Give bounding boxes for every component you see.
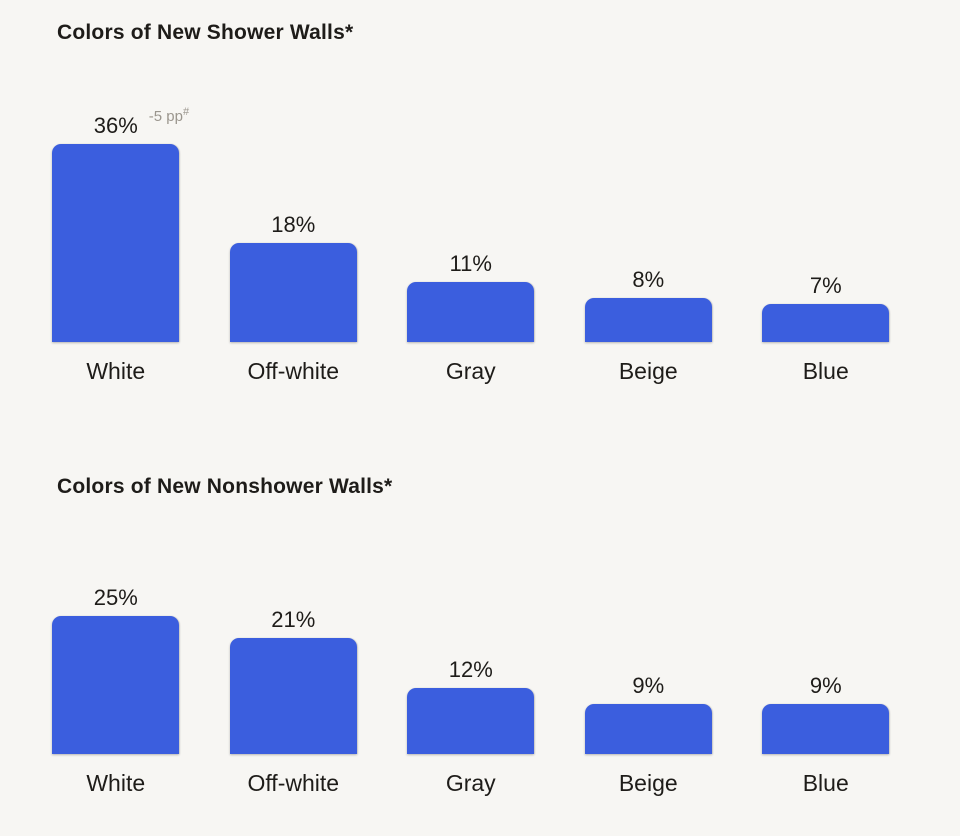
bar: [584, 298, 712, 342]
bar-column: 9% Beige: [560, 672, 738, 797]
value-label: 9%: [809, 673, 842, 698]
category-label: Beige: [618, 358, 678, 384]
bar-column: 25% White: [27, 584, 205, 797]
category-label: Gray: [445, 769, 496, 796]
category-label: Off-white: [247, 358, 340, 384]
category-label: Blue: [802, 769, 849, 796]
value-label: 7%: [809, 272, 842, 298]
bar: [52, 616, 180, 754]
value-label: 36% -5 pp#: [93, 106, 190, 139]
value-label: 12%: [448, 656, 493, 682]
bar: [584, 704, 712, 754]
nonshower-walls-chart: Colors of New Nonshower Walls* 25% White 2…: [0, 385, 960, 797]
bar-column: 7% Blue: [737, 272, 915, 386]
bar-row: 36% -5 pp# White 18% Off-white 11% Gray 8% Beige…: [0, 106, 960, 386]
bar-column: 21% Off-white: [205, 606, 383, 797]
value-label: 11%: [449, 250, 492, 276]
category-label: White: [86, 769, 146, 796]
bar-column: 36% -5 pp# White: [27, 106, 205, 385]
chart-title: Colors of New Nonshower Walls*: [57, 475, 393, 498]
bar: [52, 144, 180, 342]
value-label: 18%: [271, 212, 316, 237]
value-label: 21%: [271, 607, 316, 632]
shower-walls-chart: Colors of New Shower Walls* 36% -5 pp# Whi…: [0, 0, 960, 385]
bar-column: 11% Gray: [382, 250, 560, 386]
value-label: 8%: [632, 267, 665, 292]
bar: [762, 303, 890, 342]
survey-results-page: Colors of New Shower Walls* 36% -5 pp# Whi…: [0, 0, 960, 797]
category-label: Off-white: [247, 769, 340, 796]
bar: [229, 638, 357, 754]
category-label: Gray: [445, 358, 496, 384]
bar: [762, 704, 890, 754]
change-annotation: -5 pp#: [148, 106, 190, 126]
bar: [407, 281, 535, 342]
category-label: Beige: [618, 769, 678, 796]
bar-column: 8% Beige: [560, 266, 738, 385]
bar-row: 25% White 21% Off-white 12% Gray 9% Beige 9% Blue: [0, 584, 960, 797]
bar: [407, 687, 535, 754]
bar-column: 9% Blue: [737, 672, 915, 797]
bar-column: 18% Off-white: [205, 211, 383, 385]
value-label: 9%: [632, 673, 665, 698]
bar-column: 12% Gray: [382, 656, 560, 797]
chart-title: Colors of New Shower Walls*: [57, 21, 354, 44]
bar: [229, 243, 357, 342]
category-label: Blue: [802, 358, 849, 384]
annotation-superscript: #: [182, 106, 190, 118]
value-label: 25%: [93, 585, 138, 610]
category-label: White: [86, 358, 146, 384]
